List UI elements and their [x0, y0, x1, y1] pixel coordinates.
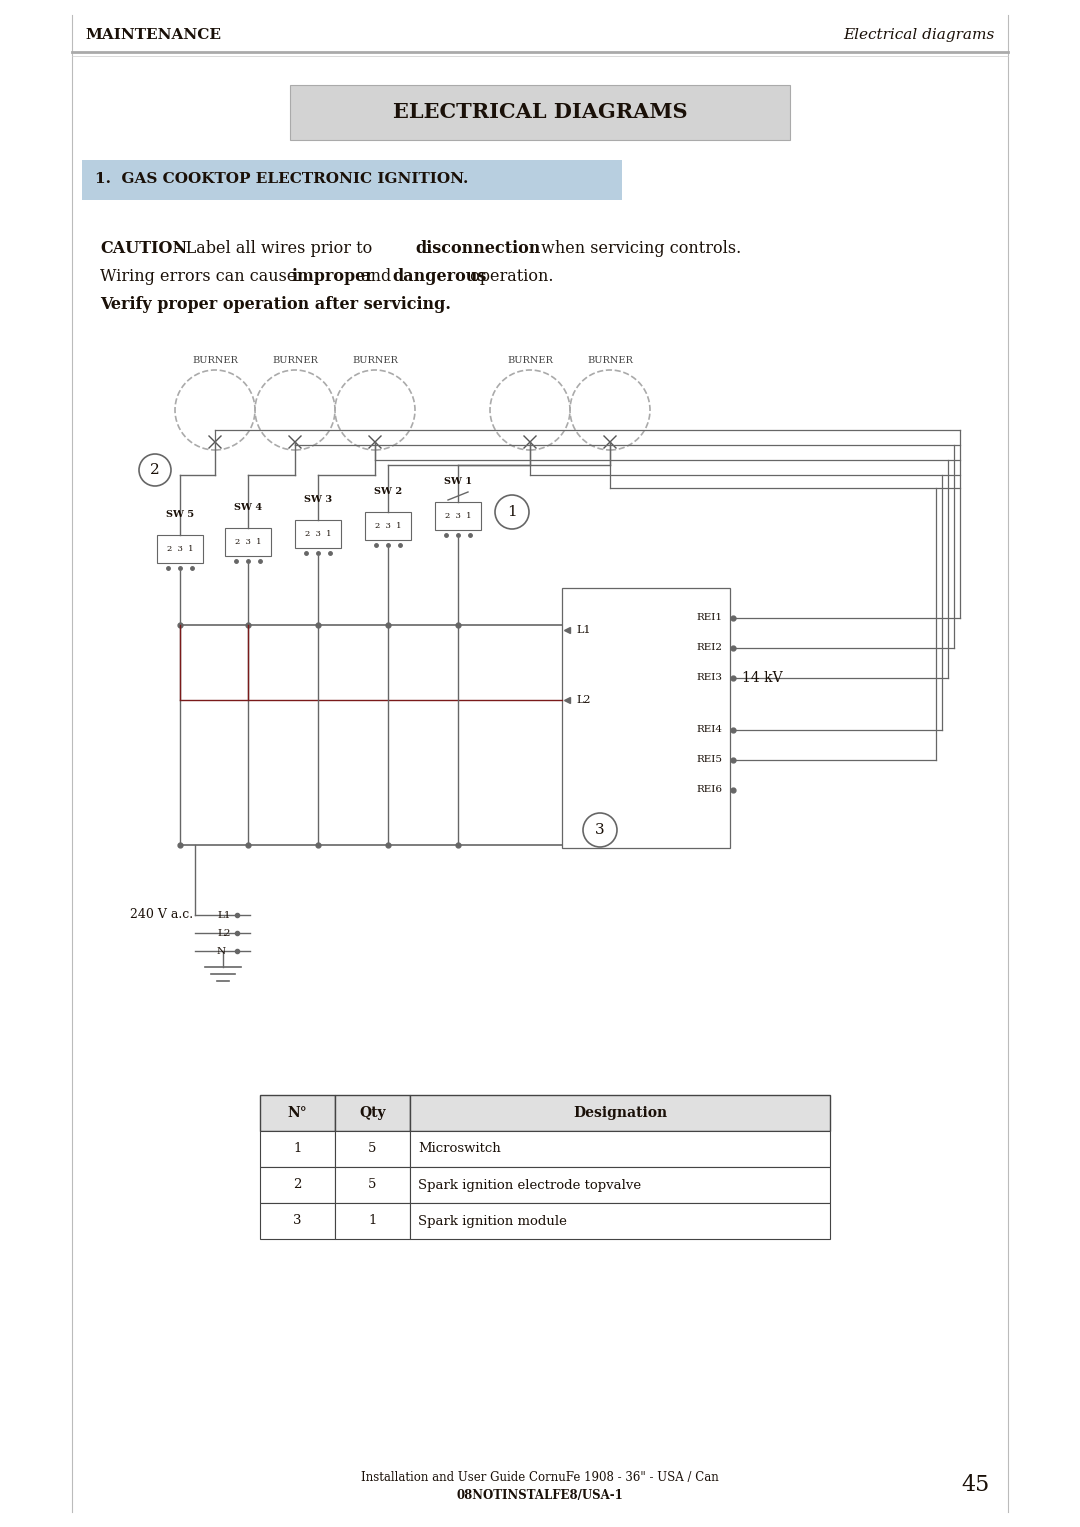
Bar — [335, 1132, 410, 1167]
Bar — [335, 1095, 410, 1132]
Text: 3: 3 — [294, 1214, 301, 1228]
Text: ELECTRICAL DIAGRAMS: ELECTRICAL DIAGRAMS — [393, 102, 687, 122]
Text: L2: L2 — [576, 695, 591, 705]
Bar — [335, 1203, 410, 1238]
Text: MAINTENANCE: MAINTENANCE — [85, 27, 221, 43]
Text: REI5: REI5 — [696, 756, 723, 765]
Text: 2  3  1: 2 3 1 — [375, 522, 402, 530]
Bar — [410, 1167, 831, 1203]
Text: dangerous: dangerous — [392, 269, 486, 286]
Text: 2  3  1: 2 3 1 — [305, 530, 332, 538]
Text: improper: improper — [291, 269, 374, 286]
Text: 2: 2 — [294, 1179, 301, 1191]
Bar — [562, 588, 730, 847]
Text: Microswitch: Microswitch — [418, 1142, 501, 1156]
Text: BURNER: BURNER — [352, 356, 397, 365]
Text: SW 5: SW 5 — [166, 510, 194, 519]
Text: Installation and User Guide CornuFe 1908 - 36" - USA / Can: Installation and User Guide CornuFe 1908… — [361, 1472, 719, 1484]
Bar — [410, 1095, 831, 1132]
Bar — [365, 512, 411, 541]
Text: Wiring errors can cause: Wiring errors can cause — [100, 269, 301, 286]
Text: REI4: REI4 — [696, 725, 723, 734]
Text: 240 V a.c.: 240 V a.c. — [130, 909, 193, 921]
Bar — [225, 528, 271, 556]
Bar — [260, 1095, 335, 1132]
Text: REI6: REI6 — [696, 785, 723, 794]
Text: BURNER: BURNER — [508, 356, 553, 365]
Text: 2  3  1: 2 3 1 — [445, 512, 471, 521]
Text: SW 2: SW 2 — [374, 487, 402, 496]
Text: L2: L2 — [217, 928, 230, 938]
Text: when servicing controls.: when servicing controls. — [536, 240, 741, 257]
Text: REI2: REI2 — [696, 643, 723, 652]
Text: 5: 5 — [368, 1179, 377, 1191]
Text: BURNER: BURNER — [272, 356, 318, 365]
Text: 14 kV: 14 kV — [742, 670, 783, 686]
Bar — [410, 1132, 831, 1167]
Bar — [295, 521, 341, 548]
Text: L1: L1 — [217, 910, 230, 919]
Text: SW 4: SW 4 — [234, 502, 262, 512]
Text: 08NOTINSTALFE8/USA-1: 08NOTINSTALFE8/USA-1 — [457, 1489, 623, 1503]
Text: CAUTION: CAUTION — [100, 240, 187, 257]
Text: Qty: Qty — [360, 1106, 386, 1119]
Text: Spark ignition electrode topvalve: Spark ignition electrode topvalve — [418, 1179, 642, 1191]
Text: Designation: Designation — [572, 1106, 667, 1119]
Text: 5: 5 — [368, 1142, 377, 1156]
Bar — [157, 534, 203, 563]
Text: operation.: operation. — [465, 269, 554, 286]
Text: 2  3  1: 2 3 1 — [234, 538, 261, 547]
Text: L1: L1 — [576, 625, 591, 635]
Text: - Label all wires prior to: - Label all wires prior to — [175, 240, 377, 257]
Text: 2  3  1: 2 3 1 — [166, 545, 193, 553]
Text: BURNER: BURNER — [192, 356, 238, 365]
Bar — [260, 1203, 335, 1238]
Text: 45: 45 — [962, 1474, 990, 1496]
Text: 1: 1 — [368, 1214, 377, 1228]
Text: disconnection: disconnection — [415, 240, 540, 257]
Text: N°: N° — [287, 1106, 308, 1119]
Text: BURNER: BURNER — [588, 356, 633, 365]
Text: REI1: REI1 — [696, 614, 723, 623]
Text: Verify proper operation after servicing.: Verify proper operation after servicing. — [100, 296, 450, 313]
Text: 2: 2 — [150, 463, 160, 476]
Text: 1.  GAS COOKTOP ELECTRONIC IGNITION.: 1. GAS COOKTOP ELECTRONIC IGNITION. — [95, 173, 469, 186]
Text: 3: 3 — [595, 823, 605, 837]
Text: 1: 1 — [294, 1142, 301, 1156]
Text: 1: 1 — [508, 505, 517, 519]
Bar — [260, 1132, 335, 1167]
Text: SW 3: SW 3 — [303, 495, 332, 504]
Text: and: and — [356, 269, 396, 286]
Text: Electrical diagrams: Electrical diagrams — [843, 27, 995, 43]
Text: Spark ignition module: Spark ignition module — [418, 1214, 567, 1228]
Bar — [291, 86, 789, 140]
Text: REI3: REI3 — [696, 673, 723, 683]
Bar — [435, 502, 481, 530]
Bar — [260, 1167, 335, 1203]
Bar — [335, 1167, 410, 1203]
Bar — [82, 160, 622, 200]
Text: N: N — [217, 947, 226, 956]
Text: SW 1: SW 1 — [444, 476, 472, 486]
Bar — [410, 1203, 831, 1238]
